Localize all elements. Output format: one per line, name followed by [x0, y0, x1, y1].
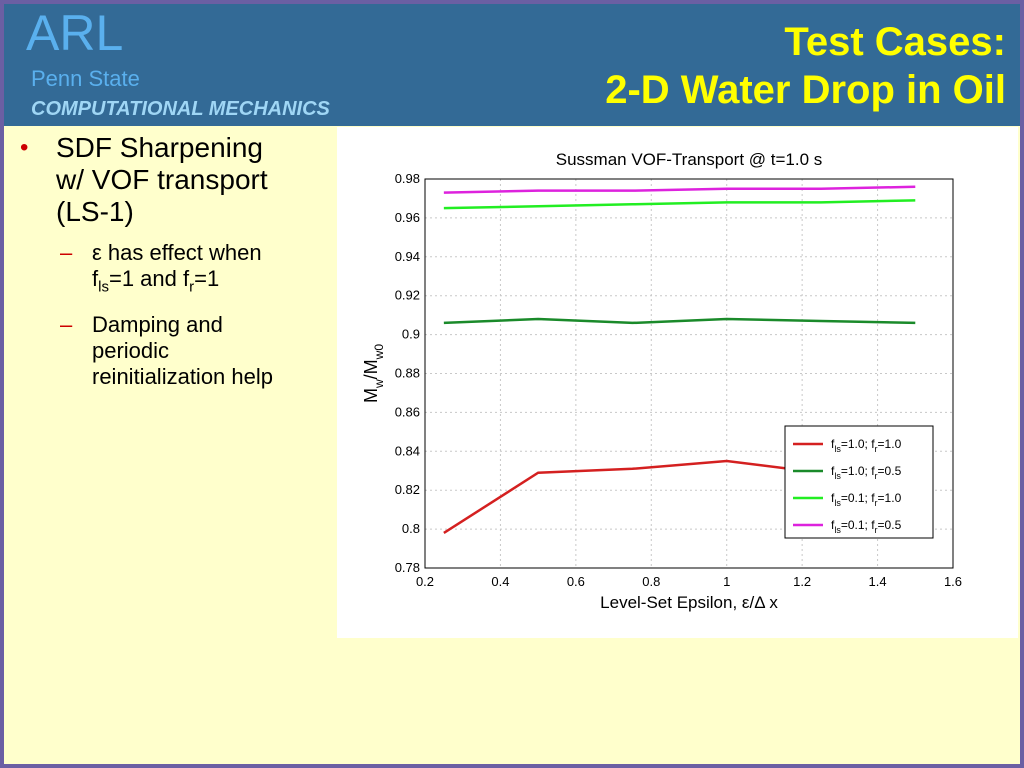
sub-bullet-1-line-2: fls=1 and fr=1 — [92, 266, 262, 300]
y-tick-label: 0.86 — [395, 404, 420, 419]
sub-bullet-2-line-2: periodic — [92, 338, 273, 364]
text-eq1: =1 — [194, 266, 219, 291]
y-tick-label: 0.96 — [395, 210, 420, 225]
bullet-main-line-3: (LS-1) — [56, 196, 268, 228]
y-tick-label: 0.92 — [395, 288, 420, 303]
line-chart: Sussman VOF-Transport @ t=1.0 s 0.2 0.4 0.6… — [337, 127, 1018, 638]
x-tick-label: 0.6 — [567, 574, 585, 589]
y-tick-label: 0.9 — [402, 327, 420, 342]
x-tick-label: 1 — [723, 574, 730, 589]
text-and: =1 and f — [109, 266, 189, 291]
slide-title: Test Cases: 2-D Water Drop in Oil — [605, 18, 1006, 114]
bullet-list: • SDF Sharpening w/ VOF transport (LS-1)… — [20, 132, 340, 390]
y-axis-label: Mw/Mw0 — [361, 344, 386, 403]
chart-panel: Sussman VOF-Transport @ t=1.0 s 0.2 0.4 0.6… — [337, 127, 1018, 638]
sub-bullet-2-line-3: reinitialization help — [92, 364, 273, 390]
series-line-4 — [444, 187, 915, 193]
dash-icon: – — [60, 240, 92, 300]
bullet-main-line-2: w/ VOF transport — [56, 164, 268, 196]
x-tick-label: 1.6 — [944, 574, 962, 589]
x-tick-label: 1.2 — [793, 574, 811, 589]
arl-logo: ARL — [26, 8, 123, 58]
series-line-3 — [444, 200, 915, 208]
series-line-2 — [444, 319, 915, 323]
dept-name: COMPUTATIONAL MECHANICS — [31, 99, 330, 119]
x-tick-label: 0.8 — [642, 574, 660, 589]
y-tick-label: 0.98 — [395, 171, 420, 186]
sub-bullet-2-line-1: Damping and — [92, 312, 273, 338]
x-tick-label: 1.4 — [869, 574, 887, 589]
x-tick-label: 0.2 — [416, 574, 434, 589]
y-tick-label: 0.88 — [395, 366, 420, 381]
sub-bullet-1: – ε has effect when fls=1 and fr=1 — [60, 240, 340, 300]
y-tick-label: 0.84 — [395, 443, 420, 458]
y-tick-label: 0.78 — [395, 560, 420, 575]
sub-bullet-2: – Damping and periodic reinitialization … — [60, 312, 340, 390]
slide-header: ARL Penn State COMPUTATIONAL MECHANICS T… — [4, 4, 1020, 126]
bullet-dot-icon: • — [20, 132, 56, 228]
bullet-main: • SDF Sharpening w/ VOF transport (LS-1) — [20, 132, 340, 228]
title-line-1: Test Cases: — [605, 18, 1006, 66]
y-tick-label: 0.94 — [395, 249, 420, 264]
dash-icon: – — [60, 312, 92, 390]
sub-bullet-1-line-1: ε has effect when — [92, 240, 262, 266]
org-name: Penn State — [31, 68, 140, 90]
bullet-main-line-1: SDF Sharpening — [56, 132, 268, 164]
subscript-ls: ls — [98, 278, 109, 295]
y-tick-label: 0.82 — [395, 482, 420, 497]
chart-title: Sussman VOF-Transport @ t=1.0 s — [556, 150, 823, 169]
y-tick-label: 0.8 — [402, 521, 420, 536]
title-line-2: 2-D Water Drop in Oil — [605, 66, 1006, 114]
x-tick-label: 0.4 — [491, 574, 509, 589]
x-axis-label: Level-Set Epsilon, ε/Δ x — [600, 593, 778, 612]
